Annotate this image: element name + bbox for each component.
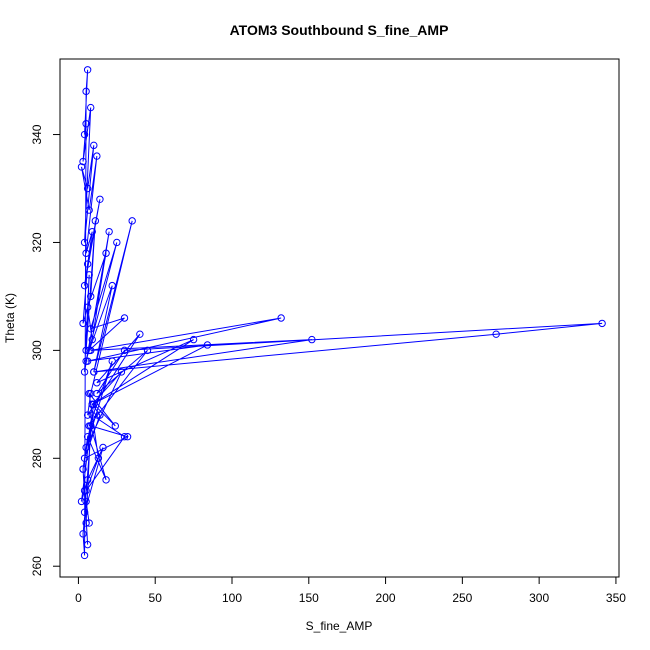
y-tick-label: 340 bbox=[30, 124, 44, 144]
data-point bbox=[87, 422, 95, 430]
data-point bbox=[88, 227, 96, 236]
data-point bbox=[83, 260, 92, 268]
data-point bbox=[189, 335, 198, 344]
x-axis: 0 50 100 150 200 250 300 350 bbox=[75, 576, 626, 605]
data-point bbox=[83, 476, 92, 484]
y-tick-label: 300 bbox=[30, 340, 44, 360]
data-point bbox=[83, 303, 92, 311]
data-point bbox=[82, 443, 90, 452]
data-point bbox=[111, 422, 119, 430]
chart-title: ATOM3 Southbound S_fine_AMP bbox=[230, 22, 449, 38]
data-point bbox=[79, 319, 87, 328]
data-point bbox=[83, 184, 92, 193]
data-point bbox=[87, 346, 95, 355]
data-point bbox=[83, 66, 92, 74]
data-point bbox=[94, 454, 103, 462]
y-axis-label: Theta (K) bbox=[3, 293, 17, 343]
data-point bbox=[102, 249, 110, 257]
data-point bbox=[83, 411, 92, 419]
data-point bbox=[80, 368, 89, 376]
data-point bbox=[90, 368, 98, 376]
data-point bbox=[108, 357, 116, 365]
data-point bbox=[85, 206, 93, 214]
data-point bbox=[82, 87, 90, 96]
data-point bbox=[120, 433, 129, 441]
x-tick-label: 350 bbox=[606, 591, 626, 605]
x-tick-label: 150 bbox=[299, 591, 319, 605]
data-point bbox=[83, 540, 92, 549]
x-tick-label: 300 bbox=[529, 591, 549, 605]
data-point bbox=[120, 346, 129, 355]
data-point bbox=[123, 433, 132, 441]
data-point bbox=[82, 120, 90, 128]
data-point bbox=[77, 163, 86, 171]
data-point bbox=[80, 238, 89, 247]
y-tick-label: 260 bbox=[30, 556, 44, 576]
data-point bbox=[83, 357, 92, 365]
x-tick-label: 0 bbox=[75, 591, 82, 605]
data-point bbox=[87, 325, 95, 333]
series-layer bbox=[77, 66, 606, 560]
data-point bbox=[80, 551, 89, 560]
data-point bbox=[93, 152, 101, 160]
y-tick-label: 320 bbox=[30, 232, 44, 252]
data-point bbox=[88, 411, 96, 419]
data-point bbox=[82, 497, 90, 506]
data-point bbox=[113, 238, 121, 247]
data-point bbox=[108, 281, 116, 290]
data-point bbox=[102, 476, 110, 484]
data-point bbox=[82, 249, 90, 257]
data-point bbox=[85, 519, 93, 527]
data-point bbox=[83, 433, 92, 441]
data-point bbox=[143, 346, 152, 355]
y-tick-label: 280 bbox=[30, 448, 44, 468]
data-point bbox=[96, 195, 104, 203]
data-point bbox=[96, 411, 104, 419]
data-point bbox=[277, 314, 285, 322]
data-point bbox=[105, 227, 113, 236]
data-point bbox=[82, 519, 90, 527]
plot-frame bbox=[59, 58, 620, 578]
data-point bbox=[91, 217, 100, 225]
data-point bbox=[88, 335, 96, 344]
data-point bbox=[79, 530, 87, 538]
data-point bbox=[80, 454, 89, 462]
x-tick-label: 50 bbox=[149, 591, 163, 605]
data-point bbox=[79, 465, 87, 473]
data-point bbox=[87, 103, 95, 112]
data-point bbox=[80, 486, 89, 495]
x-tick-label: 250 bbox=[452, 591, 472, 605]
data-point bbox=[80, 130, 89, 139]
data-point bbox=[120, 314, 129, 322]
data-point bbox=[128, 217, 136, 225]
data-point bbox=[492, 330, 500, 338]
series-line bbox=[81, 69, 603, 556]
data-point bbox=[80, 281, 89, 290]
data-point bbox=[77, 497, 86, 506]
data-point bbox=[82, 346, 90, 355]
data-point bbox=[308, 335, 316, 344]
data-point bbox=[85, 389, 93, 398]
data-point bbox=[203, 341, 212, 349]
data-point bbox=[93, 389, 101, 398]
data-point bbox=[90, 141, 98, 150]
data-point bbox=[80, 508, 89, 516]
data-point bbox=[79, 157, 87, 166]
data-point bbox=[85, 271, 93, 279]
x-tick-label: 100 bbox=[222, 591, 242, 605]
data-point bbox=[87, 292, 95, 301]
data-point bbox=[90, 400, 98, 409]
x-axis-label: S_fine_AMP bbox=[306, 619, 373, 633]
data-point bbox=[136, 330, 144, 338]
x-tick-label: 200 bbox=[376, 591, 396, 605]
y-axis: 260 280 300 320 340 bbox=[30, 124, 61, 576]
data-point bbox=[117, 368, 126, 376]
data-point bbox=[598, 319, 606, 328]
data-point bbox=[99, 443, 107, 452]
data-point bbox=[93, 379, 101, 387]
